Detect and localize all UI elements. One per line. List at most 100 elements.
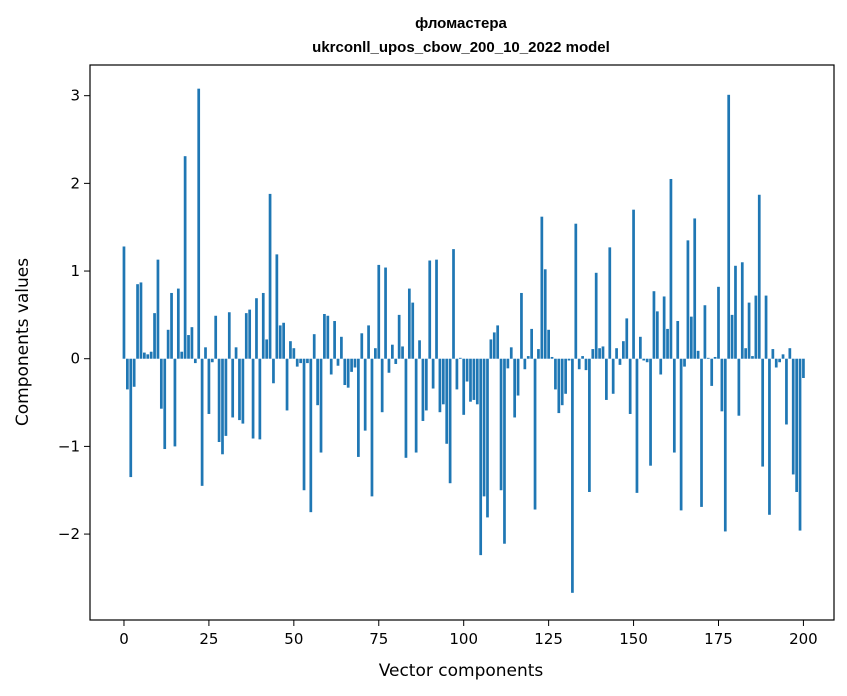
bar: [676, 321, 680, 359]
bar: [679, 358, 683, 511]
bar: [156, 259, 160, 359]
bar: [435, 259, 438, 359]
bar: [173, 358, 177, 447]
bar: [713, 356, 717, 359]
bar: [333, 321, 336, 359]
bar: [632, 209, 635, 359]
x-tick-label: 150: [619, 630, 648, 648]
bar: [662, 296, 666, 359]
bar: [336, 358, 340, 366]
bar: [611, 358, 615, 394]
bar: [469, 358, 472, 402]
bar: [564, 358, 567, 394]
bar: [774, 358, 778, 368]
bar: [214, 315, 218, 359]
bar: [251, 358, 255, 439]
plot-frame: [89, 64, 835, 621]
bar: [628, 358, 632, 414]
y-tick-label: 0: [70, 350, 80, 368]
bar: [608, 247, 612, 359]
bar: [346, 358, 350, 388]
y-tick-label: 2: [70, 174, 80, 192]
y-axis-label: Components values: [13, 258, 33, 426]
bar: [265, 339, 269, 359]
bar: [768, 358, 771, 515]
bar: [299, 358, 302, 364]
bars-group: [122, 88, 805, 593]
bar: [530, 328, 533, 359]
bar: [744, 348, 748, 359]
bar: [380, 358, 384, 413]
bar: [605, 358, 608, 400]
bar: [486, 358, 489, 518]
bar: [567, 358, 571, 361]
bar: [472, 358, 476, 400]
bar: [747, 302, 751, 359]
bar: [159, 358, 163, 409]
bar: [421, 358, 425, 421]
bar: [683, 358, 686, 367]
bar: [163, 358, 167, 450]
bar: [652, 291, 656, 359]
bar: [672, 358, 676, 453]
bar: [217, 358, 221, 443]
bar: [649, 358, 652, 466]
bar: [489, 339, 493, 359]
bar: [187, 335, 190, 359]
x-tick-label: 100: [449, 630, 478, 648]
bar: [452, 249, 455, 359]
bar: [231, 358, 235, 418]
bar: [462, 358, 466, 415]
bar: [384, 267, 387, 359]
bar: [523, 358, 527, 370]
bar: [560, 358, 564, 406]
bar: [282, 322, 285, 359]
bar: [139, 282, 143, 359]
x-tick-label: 50: [284, 630, 303, 648]
bar: [547, 329, 550, 359]
bar: [458, 357, 462, 359]
bar: [221, 358, 224, 455]
bar: [353, 358, 357, 368]
bar: [350, 358, 353, 372]
bar: [550, 356, 554, 359]
bar: [374, 348, 377, 359]
bar: [720, 358, 724, 412]
bar: [244, 313, 248, 359]
bar: [234, 347, 238, 359]
bar: [401, 346, 404, 359]
bar: [431, 358, 435, 389]
bar: [778, 358, 781, 363]
bar: [689, 316, 693, 359]
y-tick-label: −1: [58, 437, 80, 455]
bar: [622, 341, 625, 359]
bar: [574, 223, 578, 359]
bar: [292, 348, 296, 359]
bar: [659, 358, 663, 375]
bar: [516, 358, 520, 396]
bar: [441, 358, 445, 405]
bar: [584, 358, 588, 371]
bar: [700, 358, 703, 507]
bar: [241, 358, 245, 424]
bar: [465, 358, 469, 382]
bar: [193, 358, 197, 364]
bar: [499, 358, 503, 491]
x-tick-label: 25: [199, 630, 218, 648]
chart-title: фломастера: [415, 15, 507, 32]
bar: [343, 358, 347, 386]
bar: [445, 358, 449, 444]
bar: [509, 347, 513, 359]
bar: [554, 358, 557, 390]
bar: [360, 333, 364, 359]
bar: [272, 358, 275, 384]
bar: [258, 358, 262, 440]
bar: [802, 358, 805, 379]
bar: [326, 315, 330, 359]
bar: [180, 351, 184, 359]
bar: [227, 312, 231, 359]
bar: [407, 288, 411, 359]
bar: [170, 292, 173, 359]
bar: [183, 156, 187, 359]
